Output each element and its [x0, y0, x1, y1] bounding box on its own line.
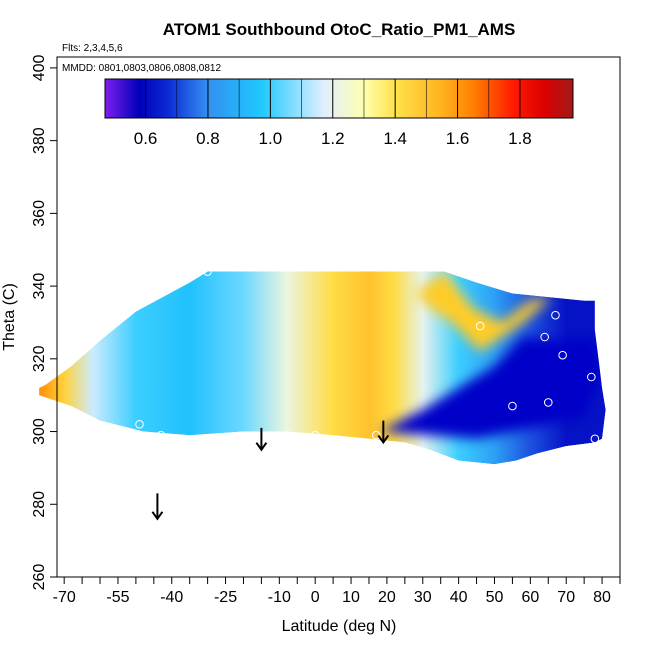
- x-tick-label: -55: [106, 589, 129, 606]
- down-arrow: [377, 420, 390, 445]
- observation-point: [551, 310, 560, 320]
- y-tick-label: 400: [31, 54, 48, 81]
- field-high-arm: [415, 271, 552, 352]
- flights-label: Flts: 2,3,4,5,6: [62, 43, 123, 54]
- dates-label: MMDD: 0801,0803,0806,0808,0812: [62, 63, 221, 74]
- colorbar-ticks: 0.6 0.8 1.0 1.2 1.4 1.6 1.8: [134, 79, 532, 148]
- down-arrow: [255, 427, 268, 452]
- x-tick-label: -40: [160, 589, 183, 606]
- x-tick-label: -25: [214, 589, 237, 606]
- down-arrow-head: [151, 511, 164, 521]
- y-tick-label: 280: [31, 491, 48, 518]
- observation-points: [135, 267, 600, 444]
- observation-point: [203, 267, 212, 276]
- colorbar-tick-label: 1.6: [446, 129, 470, 148]
- x-tick-label: 30: [414, 589, 432, 606]
- observation-point: [475, 321, 485, 331]
- down-arrow-head: [377, 434, 390, 445]
- chart-title: ATOM1 Southbound OtoC_Ratio_PM1_AMS: [163, 20, 516, 39]
- observation-point: [508, 401, 517, 411]
- observation-point: [558, 350, 567, 360]
- x-tick-label: -70: [53, 589, 76, 606]
- colorbar-tick-label: 1.2: [321, 129, 345, 148]
- field-low-core: [379, 337, 603, 439]
- observation-point: [135, 419, 144, 429]
- colorbar-tick-label: 0.8: [196, 129, 220, 148]
- observation-point: [156, 430, 166, 440]
- x-tick-label: 50: [486, 589, 504, 606]
- y-tick-label: 380: [31, 127, 48, 154]
- colorbar: 0.6 0.8 1.0 1.2 1.4 1.6 1.8: [104, 78, 574, 148]
- colorbar-tick-label: 1.4: [383, 129, 407, 148]
- observation-point: [543, 398, 553, 407]
- colorbar-tick-label: 1.8: [508, 129, 532, 148]
- colorbar-tick-label: 1.0: [259, 129, 283, 148]
- y-axis-label: Theta (C): [1, 283, 18, 351]
- colorbar-tick-label: 0.6: [134, 129, 158, 148]
- x-tick-label: 80: [593, 589, 611, 606]
- x-tick-label: 10: [342, 589, 360, 606]
- observation-point: [587, 372, 596, 382]
- y-tick-label: 340: [31, 273, 48, 300]
- y-tick-label: 320: [31, 345, 48, 372]
- observation-point: [540, 332, 549, 342]
- y-tick-label: 300: [31, 418, 48, 445]
- x-tick-label: 0: [311, 589, 320, 606]
- x-tick-label: 60: [521, 589, 539, 606]
- x-axis: -70 -55 -40 -25 -10 0 10 20 30 40 50 60 70 80: [53, 577, 621, 606]
- y-axis: 260 280 300 320 340 360 380 400: [31, 54, 57, 590]
- x-tick-label: 20: [378, 589, 396, 606]
- x-axis-label: Latitude (deg N): [282, 618, 397, 635]
- down-arrow: [151, 493, 164, 521]
- observation-point: [590, 434, 600, 444]
- y-tick-label: 260: [31, 564, 48, 591]
- down-arrow-head: [255, 442, 268, 452]
- x-tick-label: -10: [268, 589, 291, 606]
- x-tick-label: 40: [450, 589, 468, 606]
- plot-frame: [56, 56, 621, 578]
- heatmap-field: [39, 271, 606, 465]
- colorbar-rect: [104, 78, 574, 119]
- x-tick-label: 70: [557, 589, 575, 606]
- direction-arrows: [151, 420, 390, 521]
- observation-point: [310, 430, 320, 440]
- y-tick-label: 360: [31, 200, 48, 227]
- observation-point: [371, 430, 381, 440]
